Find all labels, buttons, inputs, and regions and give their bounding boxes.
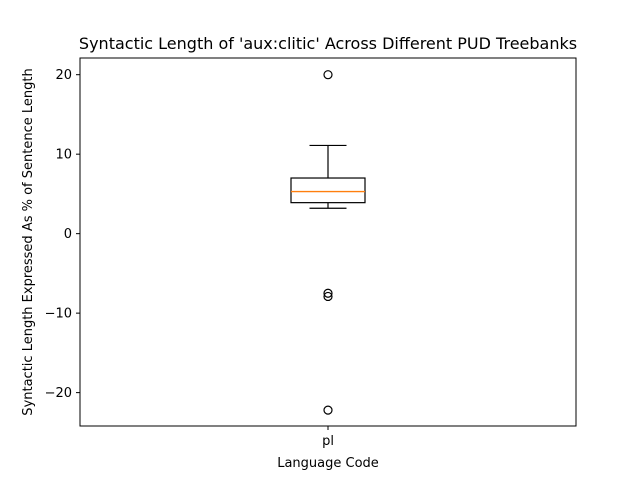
y-tick-label: −10: [45, 307, 72, 322]
outlier-point: [323, 405, 333, 415]
x-axis-label: Language Code: [277, 456, 379, 471]
outlier-point: [323, 291, 333, 302]
outlier-point: [323, 70, 333, 80]
y-tick-label: 20: [55, 68, 72, 83]
chart-title: Syntactic Length of 'aux:clitic' Across …: [79, 34, 577, 53]
outlier-point: [323, 288, 333, 298]
x-tick-label: pl: [322, 434, 334, 449]
y-tick-label: 10: [55, 148, 72, 163]
y-tick-label: 0: [64, 227, 72, 242]
plot-area: −20 −10 0 10 20 pl: [45, 57, 577, 449]
y-axis-label: Syntactic Length Expressed As % of Sente…: [21, 68, 36, 415]
box-iqr: [290, 177, 366, 204]
plot-frame: [79, 57, 577, 427]
y-tick-label: −20: [45, 386, 72, 401]
